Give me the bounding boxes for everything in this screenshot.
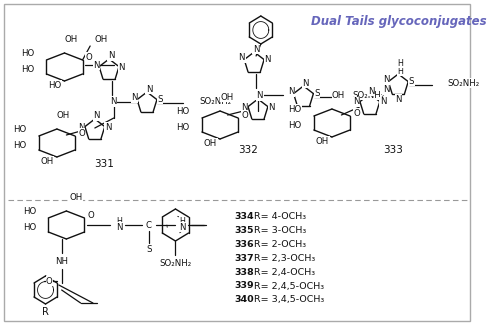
Text: O: O [88,211,94,219]
Text: N: N [105,123,112,132]
Text: OH: OH [57,111,70,120]
Text: O: O [46,277,52,285]
Text: N: N [78,123,85,132]
Text: OH: OH [204,138,217,148]
Text: R= 2,3-OCH₃: R= 2,3-OCH₃ [254,254,315,263]
Text: N: N [380,98,386,107]
Text: NH: NH [55,256,68,266]
Text: N: N [368,86,375,96]
Text: S: S [158,95,163,103]
Text: 339: 339 [234,281,255,291]
Text: HO: HO [21,64,34,73]
Text: N: N [395,95,402,103]
Text: N: N [238,54,245,62]
Text: N: N [302,79,308,87]
Text: HO: HO [21,48,34,58]
Text: OH: OH [69,192,82,202]
Text: 334: 334 [234,212,255,221]
Text: O: O [78,128,85,137]
Text: R= 3-OCH₃: R= 3-OCH₃ [254,226,306,235]
Text: R= 2,4,5-OCH₃: R= 2,4,5-OCH₃ [254,281,324,291]
Text: H: H [116,216,122,226]
Text: N: N [256,92,263,100]
Text: N: N [288,87,294,97]
Text: HO: HO [48,81,62,89]
Text: N: N [116,223,122,231]
Text: SO₂NH₂: SO₂NH₂ [199,97,232,106]
Text: N: N [253,45,260,54]
Text: SO₂NH₂: SO₂NH₂ [160,258,192,267]
Text: O: O [86,53,92,61]
Text: OH: OH [220,93,234,101]
Text: HO: HO [288,105,302,113]
Text: N: N [108,51,114,60]
Text: 336: 336 [234,240,255,249]
Text: HO: HO [14,140,26,150]
Text: SO₂NH₂: SO₂NH₂ [448,79,480,87]
Text: N: N [94,60,100,70]
Text: N: N [268,102,274,111]
Text: 337: 337 [234,254,255,263]
Text: HO: HO [23,206,36,215]
Text: OH: OH [95,35,108,45]
Text: S: S [314,88,320,98]
Text: N: N [146,84,152,94]
Text: Dual Tails glycoconjugates: Dual Tails glycoconjugates [310,15,486,28]
Text: OH: OH [316,136,329,146]
Text: 332: 332 [238,145,258,155]
Text: N: N [242,102,248,111]
Text: R= 3,4,5-OCH₃: R= 3,4,5-OCH₃ [254,295,324,305]
Text: 331: 331 [94,159,114,169]
Text: N: N [94,111,100,121]
Text: R= 2,4-OCH₃: R= 2,4-OCH₃ [254,267,315,277]
Text: N: N [382,75,389,84]
Text: R= 4-OCH₃: R= 4-OCH₃ [254,212,306,221]
Text: H: H [398,67,403,75]
Text: HO: HO [176,107,190,115]
Text: S: S [146,245,152,254]
Text: H: H [179,216,185,226]
Text: HO: HO [23,223,36,231]
Text: N: N [179,223,186,231]
Text: HO: HO [14,124,26,134]
Text: OH: OH [41,157,54,165]
Text: HO: HO [288,121,302,129]
Text: O: O [242,111,248,120]
Text: HO: HO [176,123,190,132]
Text: 340: 340 [234,295,255,305]
Text: SO₂NH₂: SO₂NH₂ [353,90,385,99]
Text: 333: 333 [384,145,404,155]
Text: H: H [398,58,403,68]
Text: N: N [354,98,360,107]
Text: N: N [118,62,124,72]
Text: N: N [264,55,270,63]
Text: R: R [42,307,49,317]
Text: O: O [353,109,360,118]
Text: OH: OH [64,34,78,44]
Text: N: N [110,98,117,107]
Text: S: S [409,76,414,85]
Text: N: N [254,90,261,99]
Text: N: N [132,94,138,102]
Text: N: N [382,85,389,95]
Text: 335: 335 [234,226,254,235]
Text: OH: OH [332,90,345,99]
Text: R= 2-OCH₃: R= 2-OCH₃ [254,240,306,249]
Text: 338: 338 [234,267,255,277]
Text: C: C [146,220,152,229]
